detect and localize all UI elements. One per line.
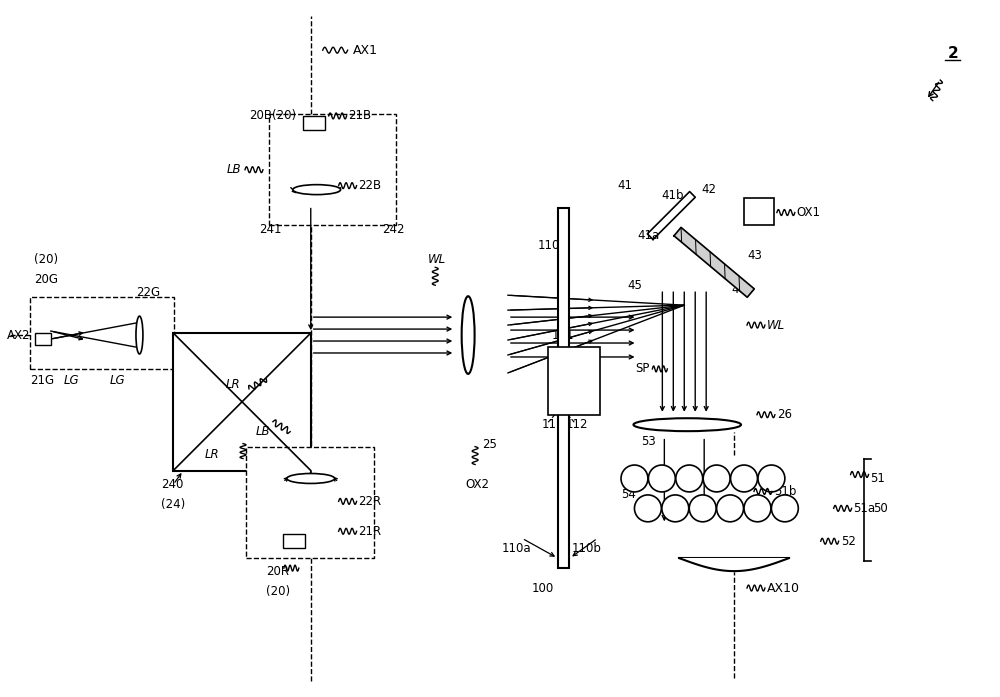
Ellipse shape [633,418,741,431]
Polygon shape [674,227,754,298]
Text: 54: 54 [622,488,636,501]
Text: AX2: AX2 [7,328,30,342]
Text: 20B(20): 20B(20) [249,109,296,123]
Text: 2: 2 [948,46,959,61]
Circle shape [771,495,798,522]
Circle shape [648,465,675,492]
Circle shape [744,495,771,522]
Text: LB: LB [227,163,241,176]
Circle shape [758,465,785,492]
Text: 26: 26 [777,408,792,421]
FancyBboxPatch shape [35,333,51,345]
FancyBboxPatch shape [303,116,325,130]
FancyBboxPatch shape [246,447,374,558]
Text: 110A: 110A [538,239,568,252]
Text: 112: 112 [566,418,588,431]
Circle shape [676,465,703,492]
FancyBboxPatch shape [173,333,311,470]
Text: LG: LG [64,374,79,388]
Text: LB: LB [256,425,270,438]
Text: OX2: OX2 [465,478,489,491]
Text: AX10: AX10 [767,581,800,595]
Ellipse shape [293,185,341,194]
Text: 41b: 41b [661,189,684,202]
Text: OX1: OX1 [797,206,821,219]
Text: 22R: 22R [359,495,382,508]
Text: 110b: 110b [572,542,602,555]
Text: 111: 111 [542,418,564,431]
Text: 21B: 21B [349,109,372,123]
Text: (20): (20) [266,585,290,597]
FancyBboxPatch shape [744,198,774,226]
Text: 51b: 51b [774,485,796,498]
Text: 42: 42 [701,183,716,196]
Circle shape [634,495,661,522]
Text: 20G: 20G [34,273,58,286]
Text: 242: 242 [382,223,405,236]
Text: AX1: AX1 [353,44,378,56]
Text: 20R: 20R [266,565,289,578]
Text: LR: LR [226,378,241,391]
Circle shape [689,495,716,522]
Text: 43: 43 [747,249,762,262]
Text: 45: 45 [627,279,642,292]
Ellipse shape [287,473,335,484]
Circle shape [621,465,648,492]
Text: 51a: 51a [854,502,876,515]
Text: 21R: 21R [359,525,382,538]
Text: 240: 240 [161,478,184,491]
FancyBboxPatch shape [558,208,569,568]
Circle shape [662,495,689,522]
Text: 40: 40 [731,283,746,296]
Text: 51: 51 [871,472,885,485]
Text: 100: 100 [532,581,554,595]
Circle shape [703,465,730,492]
Text: 50: 50 [874,502,888,515]
Text: 41: 41 [618,179,633,192]
Circle shape [731,465,757,492]
Text: 25: 25 [482,438,497,451]
Ellipse shape [462,296,475,374]
Text: 52: 52 [841,535,856,548]
Text: LR: LR [204,448,219,461]
Text: 41a: 41a [637,229,660,242]
Text: (20): (20) [34,253,58,266]
Text: LG: LG [110,374,125,388]
Text: (24): (24) [161,498,186,511]
FancyBboxPatch shape [283,535,305,549]
Text: SP: SP [635,362,649,376]
Text: 121: 121 [552,328,574,342]
Circle shape [717,495,744,522]
Text: 22B: 22B [359,179,382,192]
Text: WL: WL [767,319,785,332]
Text: 241: 241 [259,223,281,236]
Text: 110a: 110a [502,542,532,555]
Text: WL: WL [428,253,446,266]
Text: 53: 53 [641,435,656,448]
FancyBboxPatch shape [30,297,174,369]
Text: 22G: 22G [136,286,161,299]
Text: 21G: 21G [30,374,54,388]
Ellipse shape [136,316,143,354]
FancyBboxPatch shape [548,347,600,415]
FancyBboxPatch shape [269,114,396,226]
